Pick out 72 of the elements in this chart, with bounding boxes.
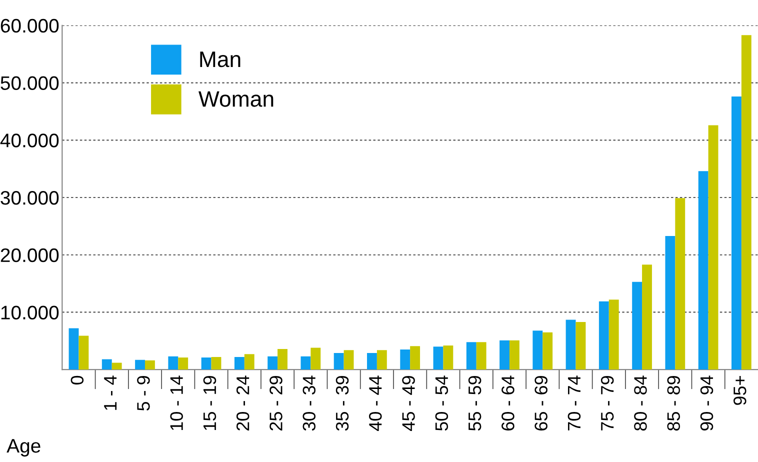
x-tick-label: 20 - 24	[236, 376, 250, 430]
bar	[144, 360, 155, 370]
bar	[410, 346, 420, 370]
bar	[443, 346, 454, 370]
bar	[367, 352, 377, 370]
bar	[731, 96, 742, 370]
bar	[433, 346, 444, 370]
bar	[211, 356, 222, 370]
bar	[68, 328, 79, 370]
y-tick-label: 30.000	[0, 190, 59, 205]
x-tick-label: 25 - 29	[270, 376, 282, 430]
y-tick-label: 20.000	[0, 248, 59, 262]
x-tick-label: 80 - 84	[634, 376, 647, 431]
x-tick-label: 75 - 79	[600, 376, 614, 430]
y-tick-label: 50.000	[0, 76, 59, 90]
bar	[344, 350, 354, 370]
x-tick-label: 35 - 39	[336, 376, 349, 431]
bar	[278, 348, 288, 370]
bar	[576, 322, 586, 370]
bar	[741, 35, 752, 370]
bar	[178, 358, 188, 370]
x-axis-title: Age	[6, 439, 40, 457]
bar	[78, 336, 89, 370]
x-tick-label: 95+	[733, 376, 746, 405]
bar	[566, 320, 576, 370]
bar	[665, 236, 676, 370]
bar	[201, 358, 212, 370]
x-tick-label: 40 - 44	[369, 376, 382, 431]
bar	[300, 356, 311, 370]
bar	[268, 356, 278, 370]
bar	[112, 362, 122, 370]
bar	[642, 264, 652, 370]
x-tick-label: 0	[70, 376, 84, 384]
bar	[675, 198, 686, 370]
bar	[466, 342, 476, 370]
x-tick-label: 1 - 4	[104, 376, 117, 410]
bar	[500, 340, 510, 370]
bar	[532, 330, 543, 370]
y-tick-label: 10.000	[1, 306, 59, 320]
bar	[598, 301, 609, 370]
bar	[400, 350, 410, 370]
bar	[509, 340, 520, 370]
bar	[698, 171, 708, 370]
x-tick-label: 70 - 74	[568, 376, 581, 430]
x-tick-label: 65 - 69	[534, 376, 548, 430]
bar	[632, 282, 642, 370]
bar	[135, 360, 145, 370]
x-tick-label: 60 - 64	[502, 376, 514, 430]
bar	[334, 352, 344, 370]
x-tick-label: 85 - 89	[667, 376, 680, 431]
x-tick-label: 5 - 9	[137, 376, 150, 411]
x-tick-label: 10 - 14	[170, 376, 183, 430]
bar	[608, 300, 619, 370]
bar	[168, 356, 178, 370]
bar	[542, 332, 553, 370]
x-tick-label: 90 - 94	[700, 376, 714, 431]
bar	[476, 342, 486, 370]
x-tick-label: 30 - 34	[302, 376, 316, 431]
bar	[244, 354, 254, 370]
x-tick-label: 15 - 19	[203, 376, 216, 430]
x-tick-label: 50 - 54	[435, 376, 448, 431]
y-tick-label: 60.000	[0, 18, 59, 33]
bar	[102, 359, 112, 370]
legend-label: Woman	[198, 91, 274, 107]
x-tick-label: 55 - 59	[468, 376, 482, 431]
bar	[234, 356, 244, 370]
bar	[310, 348, 321, 370]
bar	[376, 350, 387, 370]
y-tick-label: 40.000	[0, 134, 59, 148]
bar	[708, 125, 718, 370]
legend-label: Man	[200, 52, 240, 68]
x-tick-label: 45 - 49	[402, 376, 415, 431]
